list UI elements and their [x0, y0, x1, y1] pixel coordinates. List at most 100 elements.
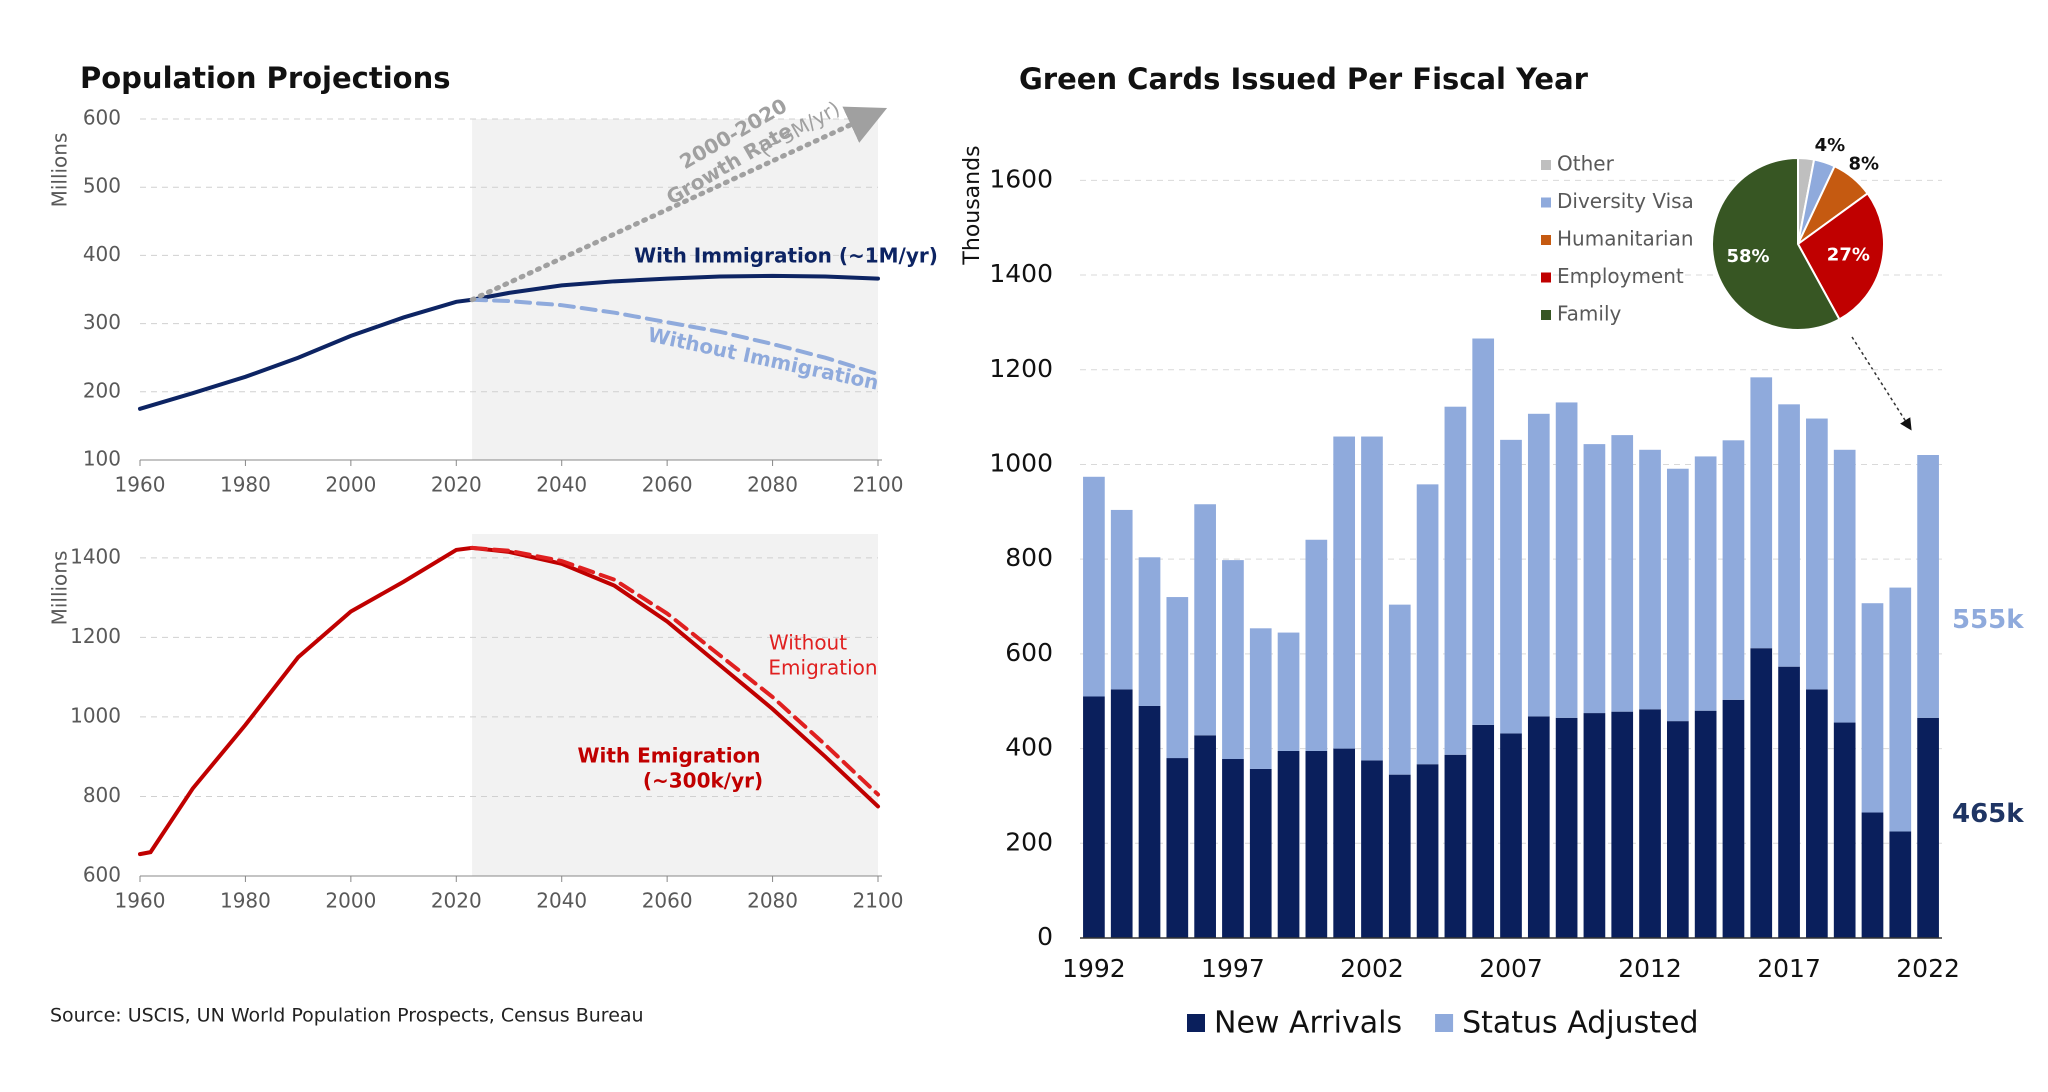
bar: [1666, 721, 1689, 938]
y-tick-label: 1000: [70, 703, 121, 727]
legend-label: Status Adjusted: [1462, 1006, 1698, 1041]
bar: [1500, 733, 1522, 938]
bar: [1166, 597, 1189, 759]
x-tick-label: 2012: [1618, 954, 1682, 983]
y-tick-label: 100: [83, 447, 121, 471]
bar: [1750, 377, 1773, 649]
y-tick-label: 400: [83, 242, 121, 266]
series-line: [138, 273, 880, 411]
bar: [1110, 509, 1133, 690]
annotation: With Immigration (~1M/yr): [634, 244, 938, 268]
x-tick-label: 2060: [642, 473, 693, 497]
x-tick-label: 2000: [325, 473, 376, 497]
bar: [1222, 560, 1244, 760]
bar: [1361, 760, 1383, 938]
bar: [1361, 436, 1383, 761]
bar: [1917, 455, 1939, 718]
bar: [1249, 628, 1272, 769]
legend-swatch: [1541, 235, 1551, 245]
y-tick-label: 200: [1005, 827, 1053, 856]
bar: [1833, 449, 1856, 723]
y-tick-label: 0: [1037, 922, 1053, 951]
bar: [1527, 413, 1550, 717]
legend-label: Humanitarian: [1557, 227, 1694, 251]
bar: [1889, 831, 1912, 938]
legend-swatch: [1541, 160, 1551, 170]
x-tick-label: 1980: [220, 473, 271, 497]
x-tick-label: 2100: [853, 473, 904, 497]
x-tick-label: 1960: [115, 889, 166, 913]
bar: [1806, 689, 1828, 938]
bar: [1500, 439, 1522, 734]
bar: [1083, 476, 1105, 697]
bar: [1611, 435, 1634, 712]
y-tick-label: 800: [83, 783, 121, 807]
bar: [1083, 696, 1105, 938]
bar: [1249, 768, 1272, 938]
bar: [1666, 468, 1689, 722]
bar: [1333, 436, 1356, 749]
x-tick-label: 2000: [325, 889, 376, 913]
bar: [1166, 758, 1189, 938]
legend-label: New Arrivals: [1214, 1006, 1402, 1041]
legend-swatch: [1541, 197, 1551, 208]
pie-label: 58%: [1726, 246, 1769, 267]
bar: [1861, 812, 1884, 938]
legend-label: Family: [1557, 302, 1622, 326]
bar: [1194, 504, 1216, 736]
bar: [1194, 735, 1216, 938]
bar: [1277, 632, 1300, 751]
x-tick-label: 2020: [431, 473, 482, 497]
bar: [1388, 774, 1411, 938]
y-tick-label: 800: [1005, 543, 1053, 572]
y-tick-label: 1600: [989, 164, 1053, 193]
bar: [1277, 750, 1300, 938]
bar: [1722, 440, 1745, 700]
x-tick-label: 2080: [747, 889, 798, 913]
bar: [1694, 710, 1717, 938]
projection-shade: [472, 534, 878, 876]
y-tick-label: 600: [83, 106, 121, 130]
legend-label: Other: [1557, 152, 1615, 176]
bar: [1333, 748, 1356, 938]
x-tick-label: 2040: [536, 889, 587, 913]
legend-swatch: [1541, 272, 1551, 283]
bar: [1833, 722, 1856, 938]
x-tick-label: 2080: [747, 473, 798, 497]
bar: [1416, 764, 1439, 938]
pie-label: 27%: [1827, 244, 1870, 265]
legend-label: Employment: [1557, 264, 1684, 288]
x-tick-label: 1997: [1201, 954, 1265, 983]
bar: [1555, 717, 1578, 938]
bar: [1388, 604, 1411, 775]
x-tick-label: 2022: [1896, 954, 1960, 983]
bar: [1138, 705, 1161, 938]
y-tick-label: 300: [83, 310, 121, 334]
bar: [1444, 406, 1467, 755]
bar: [1639, 709, 1661, 938]
annotation: With Emigration: [577, 744, 760, 768]
bar: [1639, 449, 1661, 710]
bar: [1917, 717, 1939, 938]
legend-swatch: [1187, 1014, 1205, 1032]
bar: [1583, 713, 1606, 938]
y-tick-label: 400: [1005, 733, 1053, 762]
bar: [1889, 587, 1912, 832]
bar: [1527, 716, 1550, 938]
bar: [1416, 484, 1439, 765]
y-tick-label: 1200: [70, 624, 121, 648]
bar: [1305, 750, 1328, 938]
x-tick-label: 2060: [642, 889, 693, 913]
y-tick-label: 1000: [989, 448, 1053, 477]
x-tick-label: 1960: [115, 473, 166, 497]
legend-swatch: [1435, 1014, 1454, 1032]
chart-title: Green Cards Issued Per Fiscal Year: [1019, 62, 1589, 96]
chart-title: Population Projections: [80, 61, 450, 95]
y-tick-label: 1200: [989, 354, 1053, 383]
y-axis-label: Millions: [48, 133, 72, 208]
source: Source: USCIS, UN World Population Prosp…: [50, 1005, 644, 1027]
x-tick-label: 2002: [1340, 954, 1404, 983]
y-tick-label: 500: [83, 174, 121, 198]
bar: [1722, 699, 1745, 938]
bar: [1861, 603, 1884, 813]
